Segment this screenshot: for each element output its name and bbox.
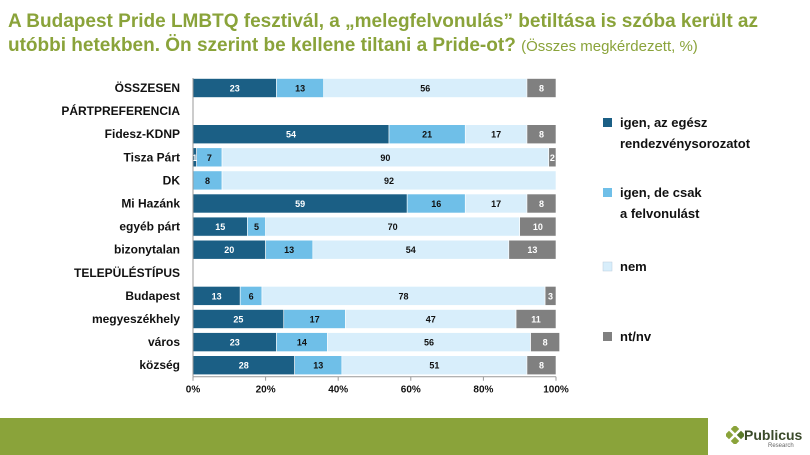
bar-segment	[526, 78, 557, 98]
data-label: 92	[384, 176, 394, 186]
legend-swatch	[603, 332, 612, 341]
data-label: 13	[313, 361, 323, 371]
data-label: 54	[406, 245, 416, 255]
title-main: A Budapest Pride LMBTQ fesztivál, a „mel…	[8, 11, 758, 56]
footer-bar	[0, 418, 708, 455]
data-label: 13	[212, 291, 222, 301]
data-label: 78	[399, 291, 409, 301]
bar-segment	[221, 170, 557, 191]
data-label: 8	[539, 130, 544, 140]
legend-swatch	[602, 261, 613, 272]
x-tick-label: 100%	[543, 385, 569, 396]
logo-name: Publicus	[744, 427, 803, 443]
bar-segment	[526, 124, 557, 144]
bar-segment	[526, 193, 557, 214]
data-label: 56	[420, 84, 430, 94]
data-label: 23	[230, 84, 240, 94]
category-label: Budapest	[125, 289, 180, 303]
data-label: 47	[426, 315, 436, 325]
category-label: község	[139, 358, 180, 372]
data-label: 70	[388, 222, 398, 232]
category-label: bizonytalan	[114, 243, 180, 257]
logo-mark-icon	[726, 426, 744, 444]
data-label: 8	[539, 361, 544, 371]
data-label: 54	[286, 130, 296, 140]
publicus-logo: Publicus Research	[722, 424, 808, 452]
legend-label: igen, de csak a felvonulást	[620, 185, 702, 221]
title-subtitle: (Összes megkérdezett, %)	[521, 38, 698, 55]
data-label: 90	[380, 153, 390, 163]
bar-segment	[515, 309, 557, 329]
x-tick-label: 80%	[473, 385, 493, 396]
category-label: Mi Hazánk	[121, 197, 180, 211]
category-label: város	[148, 335, 180, 349]
data-label: 17	[491, 130, 501, 140]
data-label: 2	[550, 153, 555, 163]
data-label: 17	[310, 315, 320, 325]
bar-segment	[526, 355, 557, 376]
data-label: 25	[233, 315, 243, 325]
legend-label: nt/nv	[620, 329, 652, 344]
x-tick-label: 40%	[328, 385, 348, 396]
category-label: ÖSSZESEN	[115, 80, 180, 95]
category-label: megyeszékhely	[92, 312, 180, 326]
data-label: 20	[224, 245, 234, 255]
data-label: 13	[284, 245, 294, 255]
data-label: 8	[543, 338, 548, 348]
data-label: 1	[192, 153, 197, 163]
data-label: 13	[527, 245, 537, 255]
data-label: 51	[429, 361, 439, 371]
data-label: 16	[431, 199, 441, 209]
bar-segment	[548, 147, 557, 168]
data-label: 21	[422, 130, 432, 140]
stacked-bar-chart: ÖSSZESEN 23 13 56 8PÁRTPREFERENCIAFidesz-KDN…	[61, 78, 751, 396]
category-label: egyéb párt	[119, 220, 180, 234]
category-label: Fidesz-KDNP	[105, 127, 180, 141]
data-label: 23	[230, 338, 240, 348]
bar-segment	[544, 286, 557, 306]
legend-swatch	[603, 118, 612, 127]
category-label: Tisza Párt	[124, 150, 180, 164]
data-label: 8	[205, 176, 210, 186]
data-label: 8	[539, 84, 544, 94]
data-label: 56	[424, 338, 434, 348]
logo-tagline: Research	[768, 443, 794, 449]
bar-segment	[508, 239, 557, 260]
data-label: 28	[239, 361, 249, 371]
data-label: 14	[297, 338, 307, 348]
data-label: 5	[254, 222, 259, 232]
bar-segment	[530, 332, 560, 352]
legend-label: nem	[620, 259, 647, 274]
x-tick-label: 0%	[186, 385, 201, 396]
chart-title: A Budapest Pride LMBTQ fesztivál, a „mel…	[8, 10, 803, 59]
data-label: 59	[295, 199, 305, 209]
category-label: DK	[163, 173, 181, 187]
data-label: 3	[548, 291, 553, 301]
data-label: 17	[491, 199, 501, 209]
legend-swatch	[603, 188, 612, 197]
bar-segment	[519, 216, 557, 237]
category-label: TELEPÜLÉSTÍPUS	[74, 265, 180, 280]
data-label: 13	[295, 84, 305, 94]
x-tick-label: 60%	[401, 385, 421, 396]
data-label: 10	[533, 222, 543, 232]
data-label: 11	[531, 315, 541, 325]
data-label: 6	[249, 291, 254, 301]
data-label: 15	[215, 222, 225, 232]
data-label: 7	[207, 153, 212, 163]
x-tick-label: 20%	[256, 385, 276, 396]
legend-label: igen, az egész rendezvénysorozatot	[620, 115, 751, 151]
data-label: 8	[539, 199, 544, 209]
category-label: PÁRTPREFERENCIA	[61, 103, 180, 118]
